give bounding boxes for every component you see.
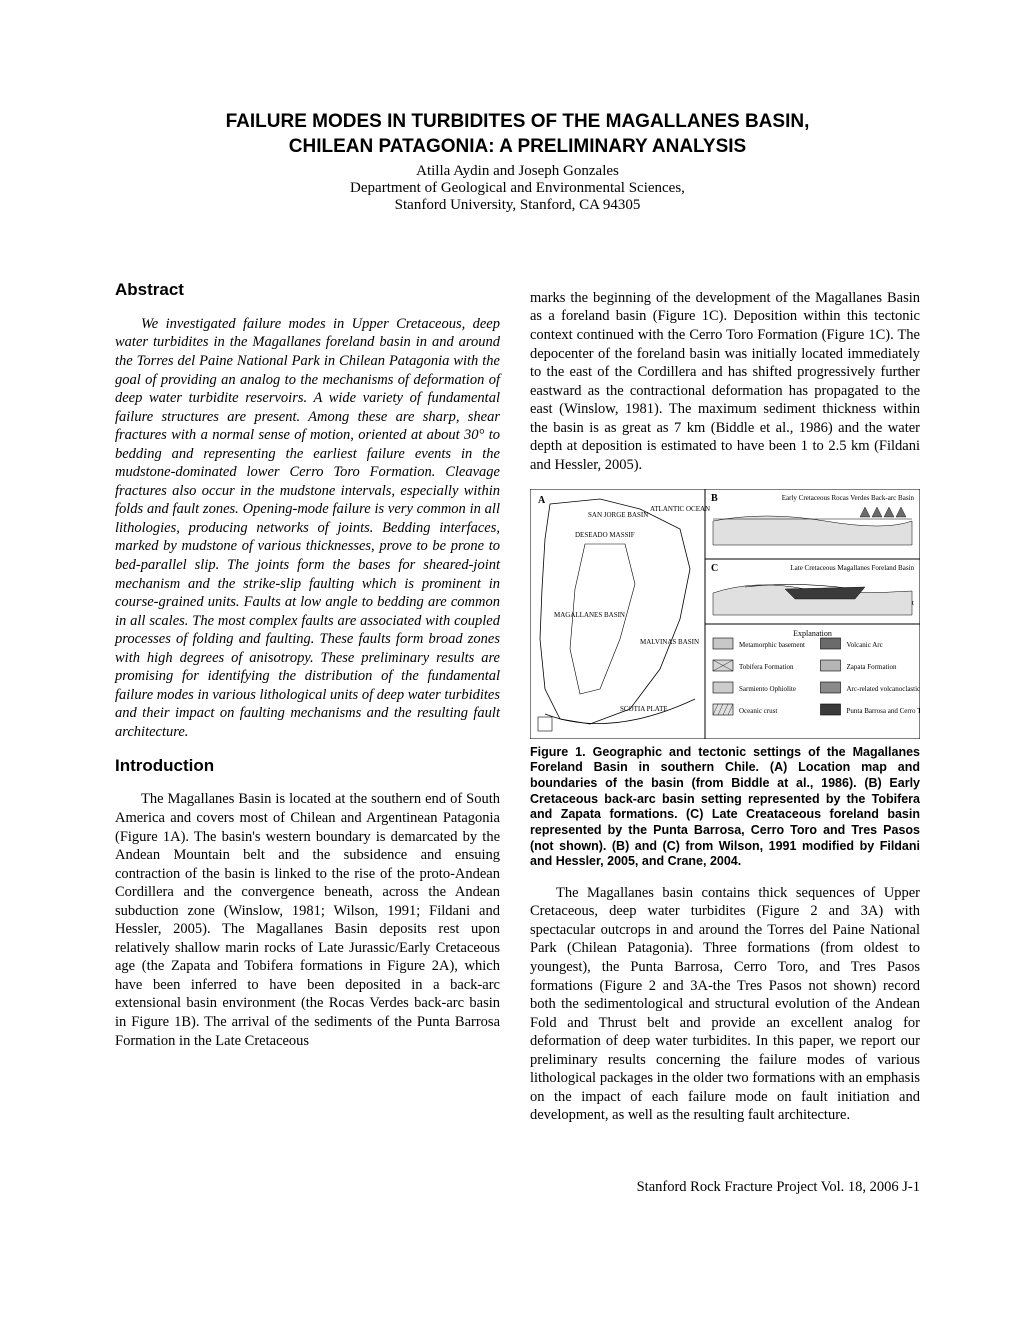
right-column: marks the beginning of the development o… bbox=[530, 274, 920, 1139]
paper-title-line1: FAILURE MODES IN TURBIDITES OF THE MAGAL… bbox=[115, 110, 920, 135]
svg-text:A: A bbox=[538, 495, 546, 506]
svg-text:Zapata Formation: Zapata Formation bbox=[847, 663, 897, 671]
svg-text:SCOTIA PLATE: SCOTIA PLATE bbox=[620, 705, 668, 713]
svg-text:SAN JORGE BASIN: SAN JORGE BASIN bbox=[588, 511, 648, 519]
svg-text:Punta Barrosa and Cerro Toro f: Punta Barrosa and Cerro Toro formations bbox=[847, 707, 921, 715]
svg-text:DESEADO MASSIF: DESEADO MASSIF bbox=[575, 531, 635, 539]
figure-1-svg: A SAN JORGE BASINATLANTIC OCEAN DESEADO MA… bbox=[530, 489, 920, 739]
page: FAILURE MODES IN TURBIDITES OF THE MAGAL… bbox=[0, 0, 1020, 1256]
svg-text:Late Cretaceous Magallanes For: Late Cretaceous Magallanes Foreland Basi… bbox=[790, 564, 914, 572]
title-block: FAILURE MODES IN TURBIDITES OF THE MAGAL… bbox=[115, 110, 920, 214]
introduction-heading: Introduction bbox=[115, 756, 500, 776]
svg-text:MAGALLANES BASIN: MAGALLANES BASIN bbox=[554, 611, 625, 619]
figure-1-caption: Figure 1. Geographic and tectonic settin… bbox=[530, 745, 920, 870]
right-paragraph-1: marks the beginning of the development o… bbox=[530, 289, 920, 474]
svg-text:Tobifera Formation: Tobifera Formation bbox=[739, 663, 794, 671]
svg-text:Volcanic Arc: Volcanic Arc bbox=[847, 641, 883, 649]
affiliation-line2: Stanford University, Stanford, CA 94305 bbox=[115, 197, 920, 214]
svg-text:Oceanic crust: Oceanic crust bbox=[739, 707, 777, 715]
introduction-paragraph: The Magallanes Basin is located at the s… bbox=[115, 790, 500, 1050]
svg-text:Arc-related volcanoclastic: Arc-related volcanoclastic bbox=[847, 685, 921, 693]
svg-text:Metamorphic basement: Metamorphic basement bbox=[739, 641, 805, 649]
svg-text:C: C bbox=[711, 563, 718, 574]
two-column-body: Abstract We investigated failure modes i… bbox=[115, 274, 920, 1139]
svg-text:Early Cretaceous Rocas Verdes: Early Cretaceous Rocas Verdes Back-arc B… bbox=[782, 494, 915, 502]
page-footer: Stanford Rock Fracture Project Vol. 18, … bbox=[115, 1179, 920, 1196]
svg-text:Explanation: Explanation bbox=[793, 629, 832, 638]
affiliation-line1: Department of Geological and Environment… bbox=[115, 180, 920, 197]
abstract-text: We investigated failure modes in Upper C… bbox=[115, 315, 500, 742]
paper-title-line2: CHILEAN PATAGONIA: A PRELIMINARY ANALYSI… bbox=[115, 135, 920, 160]
figure-1: A SAN JORGE BASINATLANTIC OCEAN DESEADO MA… bbox=[530, 489, 920, 870]
svg-text:MALVINAS BASIN: MALVINAS BASIN bbox=[640, 638, 699, 646]
left-column: Abstract We investigated failure modes i… bbox=[115, 274, 500, 1139]
abstract-heading: Abstract bbox=[115, 280, 500, 300]
right-paragraph-2: The Magallanes basin contains thick sequ… bbox=[530, 884, 920, 1125]
authors: Atilla Aydin and Joseph Gonzales bbox=[115, 163, 920, 180]
svg-text:Sarmiento Ophiolite: Sarmiento Ophiolite bbox=[739, 685, 796, 693]
svg-text:B: B bbox=[711, 493, 718, 504]
svg-text:ATLANTIC OCEAN: ATLANTIC OCEAN bbox=[650, 505, 710, 513]
